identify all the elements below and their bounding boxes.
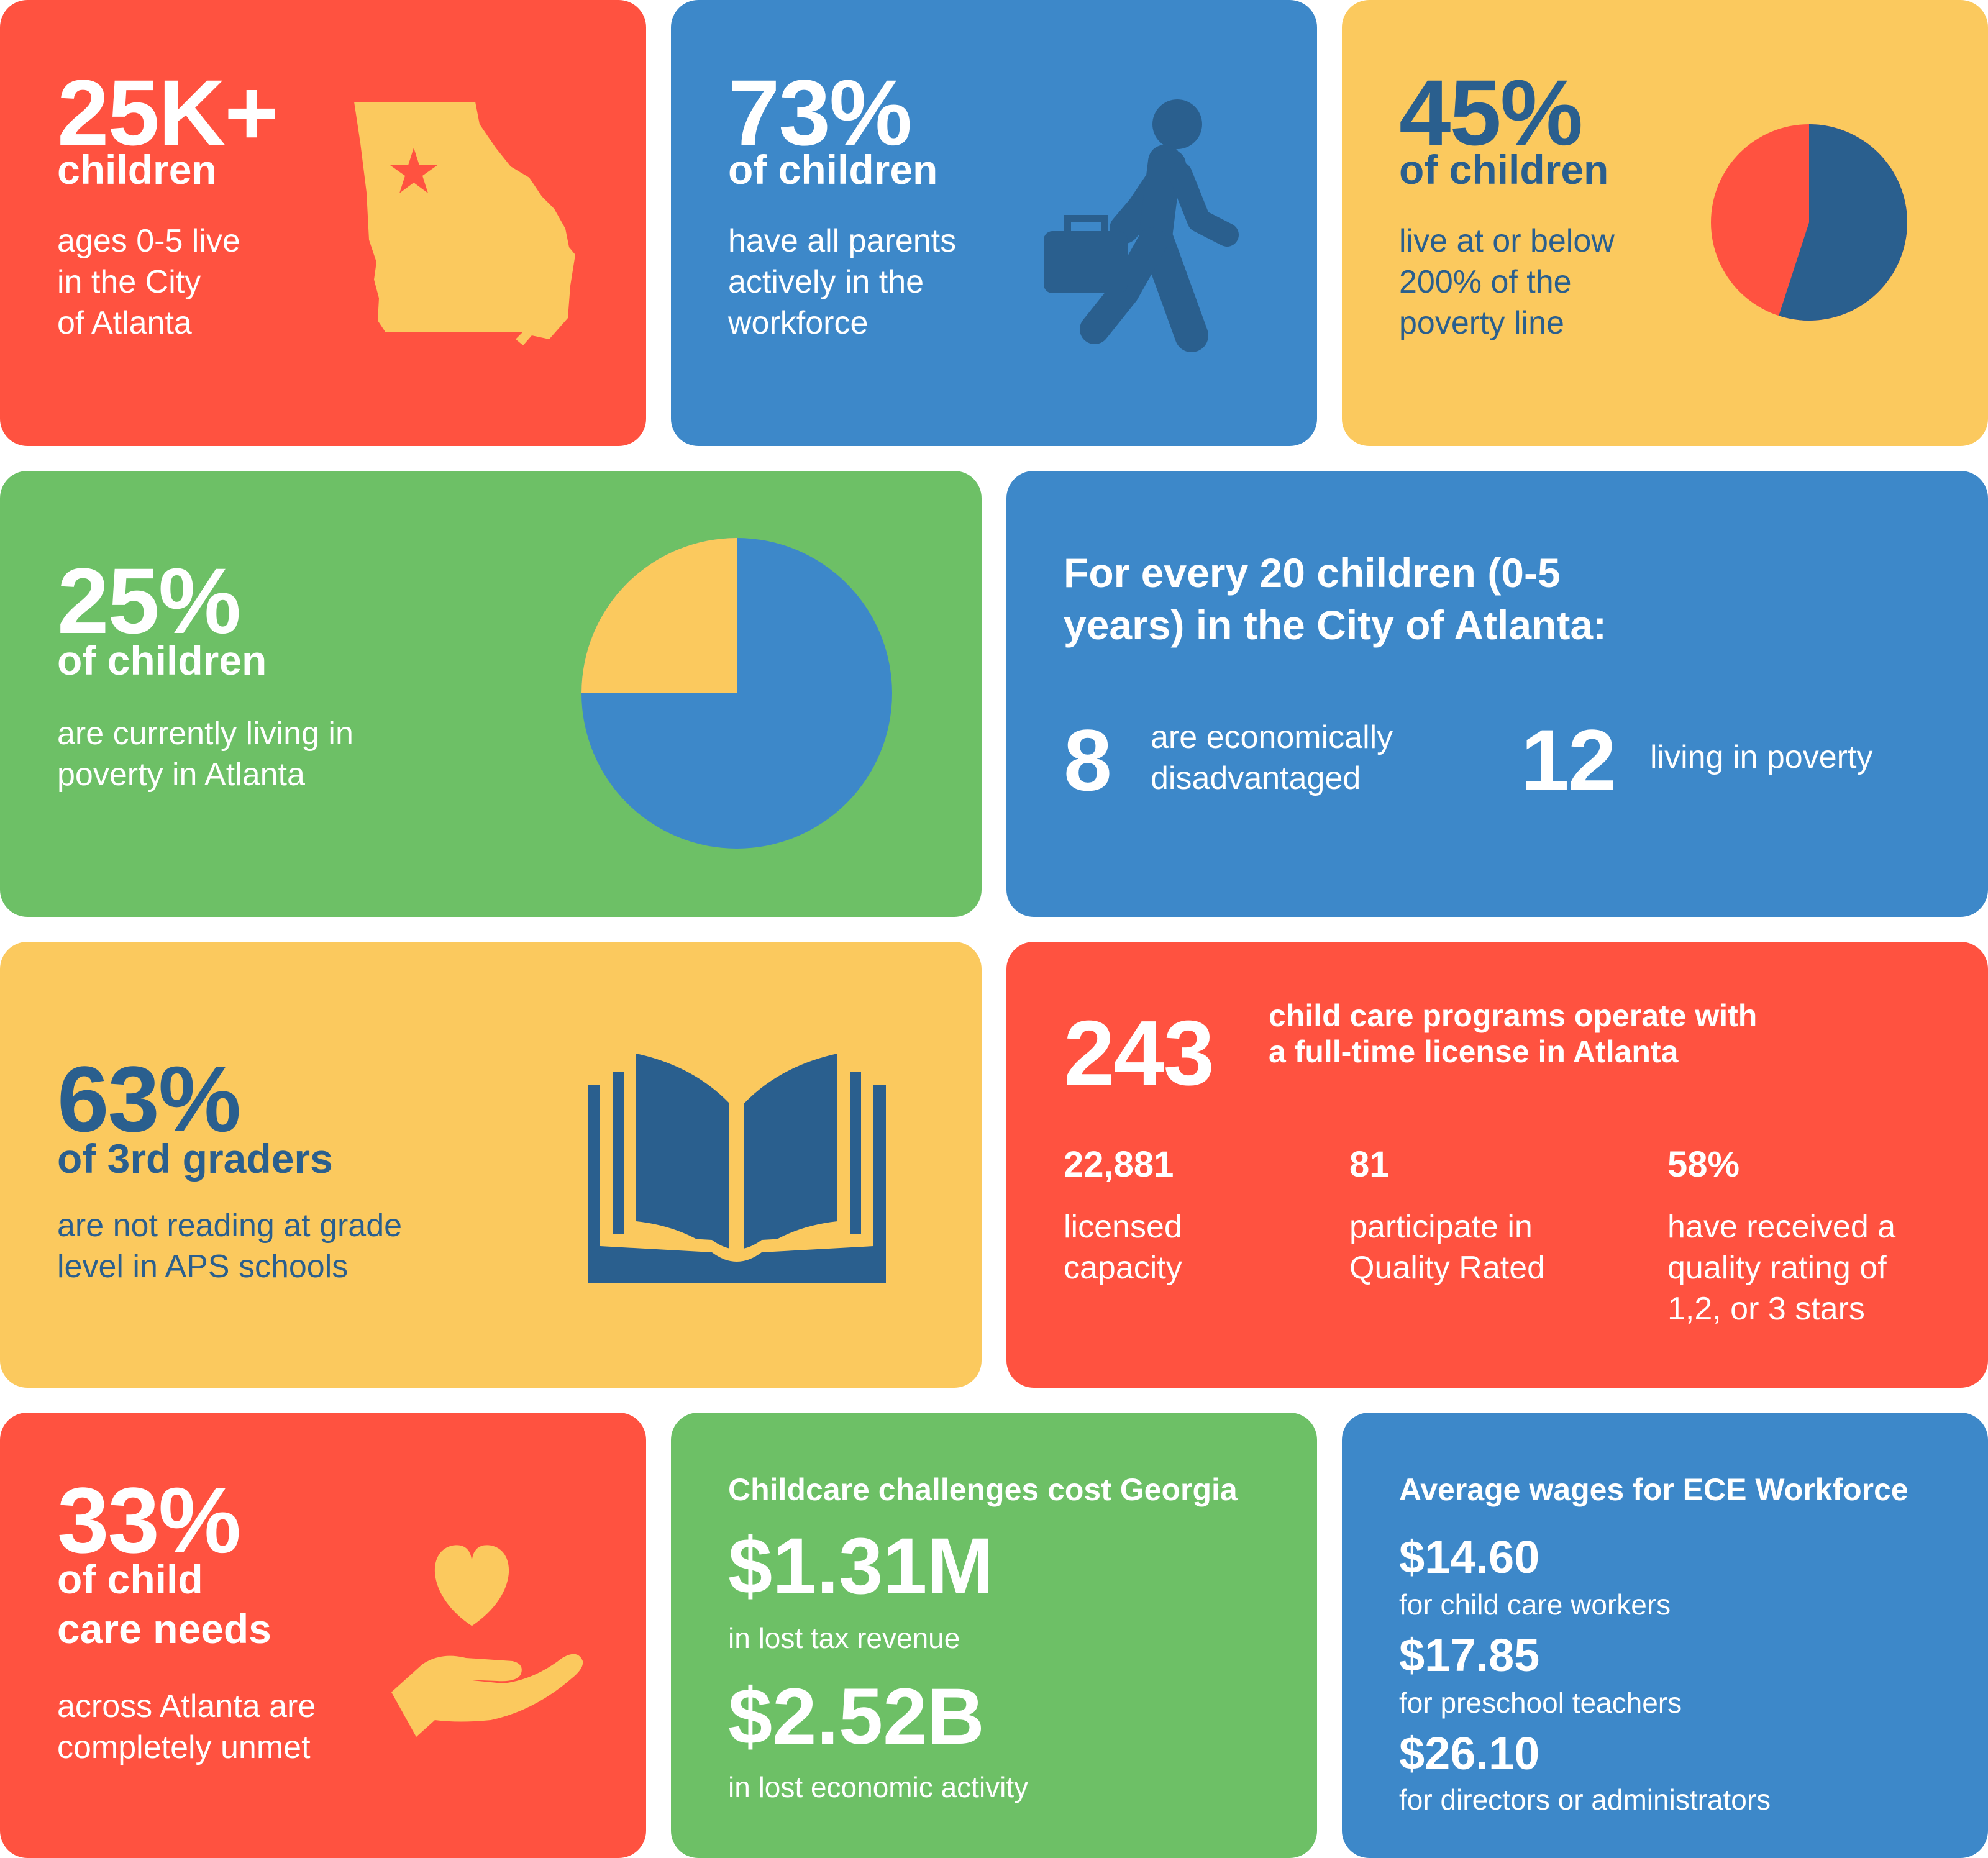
stat-value: 33% [57, 1468, 241, 1572]
stat-subtitle: of 3rd graders [57, 1136, 333, 1182]
card-heading: Average wages for ECE Workforce [1399, 1472, 1908, 1507]
stat-description: ages 0-5 live in the City of Atlanta [57, 223, 240, 341]
left-number: 8 [1064, 711, 1112, 809]
card-every-20: For every 20 children (0-5 years) in the… [1006, 471, 1988, 917]
card-reading: 63% of 3rd graders are not reading at gr… [0, 942, 982, 1388]
wage-label-teachers: for preschool teachers [1399, 1687, 1682, 1719]
lost-tax-label: in lost tax revenue [728, 1622, 960, 1654]
stat-description: have all parents actively in the workfor… [728, 223, 957, 341]
wage-amount-directors: $26.10 [1399, 1728, 1540, 1779]
heart-hand-icon [391, 1545, 583, 1737]
card-low-income: 45% of children live at or below 200% of… [1342, 0, 1988, 446]
stat-description: are not reading at grade level in APS sc… [57, 1208, 403, 1285]
pie-chart-icon [1711, 124, 1907, 321]
wage-amount-workers: $14.60 [1399, 1531, 1540, 1583]
stat-subtitle: of children [728, 147, 938, 193]
stat-subtitle: of children [57, 637, 267, 683]
stat-value: 25K+ [57, 60, 279, 165]
card-heading: child care programs operate with a full-… [1269, 998, 1758, 1069]
stat-subtitle: of children [1399, 147, 1609, 193]
stat-value: 45% [1399, 60, 1583, 165]
card-cost: Childcare challenges cost Georgia $1.31M… [671, 1413, 1317, 1858]
right-description: living in poverty [1650, 739, 1873, 775]
quality-rated-label: participate in Quality Rated [1349, 1209, 1546, 1286]
licensed-capacity-label: licensed capacity [1064, 1209, 1182, 1286]
wage-label-directors: for directors or administrators [1399, 1783, 1771, 1816]
pie-chart-icon [581, 538, 892, 849]
rating-percent-number: 58% [1667, 1144, 1740, 1185]
card-unmet-needs: 33% of child care needs across Atlanta a… [0, 1413, 646, 1858]
stat-value: 25% [57, 549, 241, 653]
pie-slice [1779, 124, 1907, 321]
lost-activity-label: in lost economic activity [728, 1771, 1029, 1803]
lost-activity-amount: $2.52B [728, 1672, 985, 1761]
wage-amount-teachers: $17.85 [1399, 1629, 1540, 1681]
stat-subtitle: of child care needs [57, 1556, 271, 1652]
card-poverty: 25% of children are currently living in … [0, 471, 982, 917]
wage-label-workers: for child care workers [1399, 1588, 1671, 1621]
quality-rated-number: 81 [1349, 1144, 1390, 1185]
right-number: 12 [1521, 711, 1616, 809]
stat-subtitle: children [57, 147, 217, 193]
georgia-map-icon [354, 102, 575, 345]
open-book-icon [588, 1054, 886, 1283]
card-wages: Average wages for ECE Workforce $14.60 f… [1342, 1413, 1988, 1858]
left-description: are economically disadvantaged [1151, 719, 1393, 796]
stat-value: 73% [728, 60, 912, 165]
card-working-parents: 73% of children have all parents activel… [671, 0, 1317, 446]
stat-value: 243 [1064, 1002, 1215, 1104]
card-programs: 243 child care programs operate with a f… [1006, 942, 1988, 1388]
stat-value: 63% [57, 1047, 241, 1151]
licensed-capacity-number: 22,881 [1064, 1144, 1174, 1185]
pie-slice [581, 538, 737, 693]
lost-tax-amount: $1.31M [728, 1522, 993, 1611]
card-heading: Childcare challenges cost Georgia [728, 1472, 1238, 1507]
card-children-count: 25K+ children ages 0-5 live in the City … [0, 0, 646, 446]
stat-description: across Atlanta are completely unmet [57, 1688, 316, 1765]
walking-worker-icon [1044, 99, 1239, 352]
card-heading: For every 20 children (0-5 years) in the… [1064, 550, 1607, 648]
stat-description: are currently living in poverty in Atlan… [57, 716, 353, 793]
rating-percent-label: have received a quality rating of 1,2, o… [1667, 1209, 1896, 1327]
stat-description: live at or below 200% of the poverty lin… [1399, 223, 1615, 341]
